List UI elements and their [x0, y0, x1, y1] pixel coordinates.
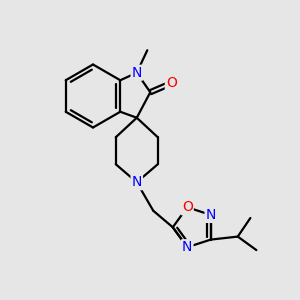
Text: N: N: [132, 175, 142, 189]
Text: O: O: [182, 200, 193, 214]
Text: N: N: [132, 66, 142, 80]
Text: O: O: [166, 76, 177, 90]
Text: N: N: [206, 208, 216, 222]
Text: N: N: [182, 240, 193, 254]
